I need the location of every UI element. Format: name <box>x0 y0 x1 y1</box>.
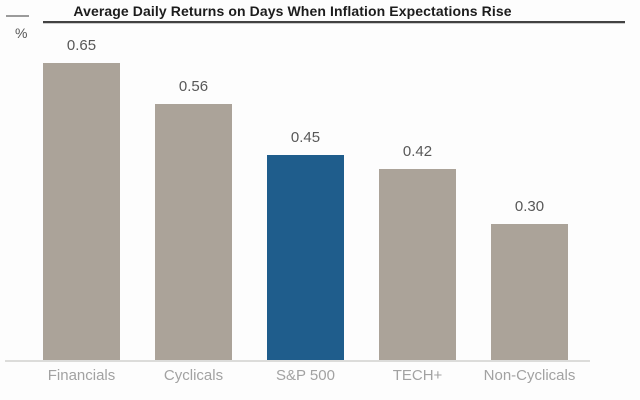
value-label-s-p-500: 0.45 <box>290 129 321 146</box>
bar-group-cyclicals: 0.56 <box>155 79 232 362</box>
unit-axis-rule <box>6 15 29 17</box>
chart-title: Average Daily Returns on Days When Infla… <box>73 3 512 19</box>
category-label-financials: Financials <box>47 367 116 384</box>
value-label-financials: 0.65 <box>66 37 97 54</box>
bar-financials <box>43 63 120 362</box>
category-label-non-cyclicals: Non-Cyclicals <box>483 367 576 384</box>
value-label-tech: 0.42 <box>402 143 433 160</box>
category-label-cyclicals: Cyclicals <box>163 367 224 384</box>
bar-non-cyclicals <box>491 224 568 362</box>
bar-group-tech: 0.42 <box>379 144 456 362</box>
x-axis-baseline <box>5 360 590 362</box>
category-label-s-p-500: S&P 500 <box>276 367 335 384</box>
bar-tech <box>379 169 456 362</box>
category-axis: Financials Cyclicals S&P 500 TECH+ Non-Cycli… <box>43 367 576 385</box>
value-label-cyclicals: 0.56 <box>178 78 209 95</box>
bar-cyclicals <box>155 104 232 362</box>
value-label-non-cyclicals: 0.30 <box>514 198 545 215</box>
plot-area: 0.65 0.56 0.45 0.42 0.30 <box>43 30 568 362</box>
bar-group-non-cyclicals: 0.30 <box>491 199 568 362</box>
category-label-tech: TECH+ <box>392 367 443 384</box>
bar-group-s-p-500: 0.45 <box>267 130 344 362</box>
title-underline <box>43 21 625 23</box>
y-axis-unit-label: % <box>15 25 28 41</box>
bar-group-financials: 0.65 <box>43 38 120 362</box>
bar-s-p-500 <box>267 155 344 362</box>
